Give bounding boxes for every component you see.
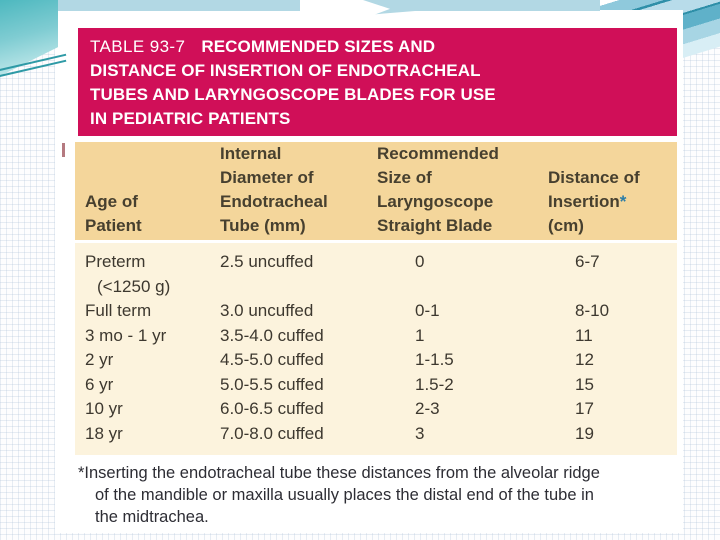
table-footnote: *Inserting the endotracheal tube these d… [78,462,673,528]
cell-distance: 17 [575,399,594,418]
table-row: Full term 3.0 uncuffed 0-1 8-10 [75,299,677,324]
table-row: 6 yr 5.0-5.5 cuffed 1.5-2 15 [75,373,677,398]
table-number-label: TABLE 93-7 [90,37,186,56]
cell-blade: 1 [415,325,425,345]
cell-blade: 3 [415,423,425,443]
cell-distance: 19 [575,423,594,443]
banner-line-1: TABLE 93-7 RECOMMENDED SIZES AND [90,35,677,59]
table-row: 3 mo - 1 yr 3.5-4.0 cuffed 1 11 [75,324,677,349]
cell-age: 18 yr [85,423,123,443]
cell-tube: 2.5 uncuffed [220,252,314,271]
footnote-line: of the mandible or maxilla usually place… [95,486,594,504]
table-row: Preterm (<1250 g) 2.5 uncuffed 0 6-7 [75,250,677,299]
cell-blade: 0-1 [415,301,440,320]
cell-age: 2 yr [85,350,114,369]
cell-age: Preterm [85,252,146,271]
cell-tube: 4.5-5.0 cuffed [220,350,324,369]
header-internal-diameter: Internal Diameter of Endotracheal Tube (… [220,144,328,235]
footnote-asterisk-marker: * [619,192,627,211]
cell-age: 3 mo - 1 yr [85,325,167,345]
cell-tube: 3.0 uncuffed [220,301,314,320]
title-part-2: DISTANCE OF INSERTION OF ENDOTRACHEAL [90,61,481,80]
table-header-row: Age of Patient Internal Diameter of Endo… [75,142,677,240]
title-part-4: IN PEDIATRIC PATIENTS [90,109,291,128]
footnote-line: *Inserting the endotracheal tube these d… [78,464,600,482]
cell-distance: 6-7 [575,252,600,271]
cell-tube: 7.0-8.0 cuffed [220,423,324,443]
cell-tube: 6.0-6.5 cuffed [220,399,324,418]
cell-distance: 11 [575,325,593,345]
table-row: 18 yr 7.0-8.0 cuffed 3 19 [75,422,677,447]
cell-blade: 0 [415,252,425,271]
cell-blade: 1-1.5 [415,350,454,369]
table-row: 10 yr 6.0-6.5 cuffed 2-3 17 [75,397,677,422]
table-row: 2 yr 4.5-5.0 cuffed 1-1.5 12 [75,348,677,373]
header-distance-of-insertion: Distance of Insertion* (cm) [548,168,640,235]
header-laryngoscope-blade: Recommended Size of Laryngoscope Straigh… [377,144,499,235]
cell-distance: 12 [575,350,594,369]
cell-blade: 2-3 [415,399,440,418]
cell-tube: 3.5-4.0 cuffed [220,325,324,345]
cell-tube: 5.0-5.5 cuffed [220,374,324,394]
title-part-3: TUBES AND LARYNGOSCOPE BLADES FOR USE [90,85,496,104]
cell-age: 10 yr [85,399,123,418]
scanned-table-page: TABLE 93-7 RECOMMENDED SIZES AND DISTANCE… [55,10,683,533]
header-age-of-patient: Age of Patient [85,192,142,235]
title-part-1: RECOMMENDED SIZES AND [201,37,436,56]
chevron-decoration [300,0,390,17]
cell-age: 6 yr [85,374,114,394]
cell-distance: 15 [575,374,594,394]
table-title-banner: TABLE 93-7 RECOMMENDED SIZES AND DISTANCE… [78,28,677,136]
cell-blade: 1.5-2 [415,374,454,394]
table-body: Preterm (<1250 g) 2.5 uncuffed 0 6-7 Ful… [75,243,677,455]
cell-age: Full term [85,301,152,320]
scan-artifact-tick [62,143,65,157]
footnote-line: the midtrachea. [95,508,209,526]
cell-age-note: (<1250 g) [97,276,171,296]
cell-distance: 8-10 [575,301,610,320]
